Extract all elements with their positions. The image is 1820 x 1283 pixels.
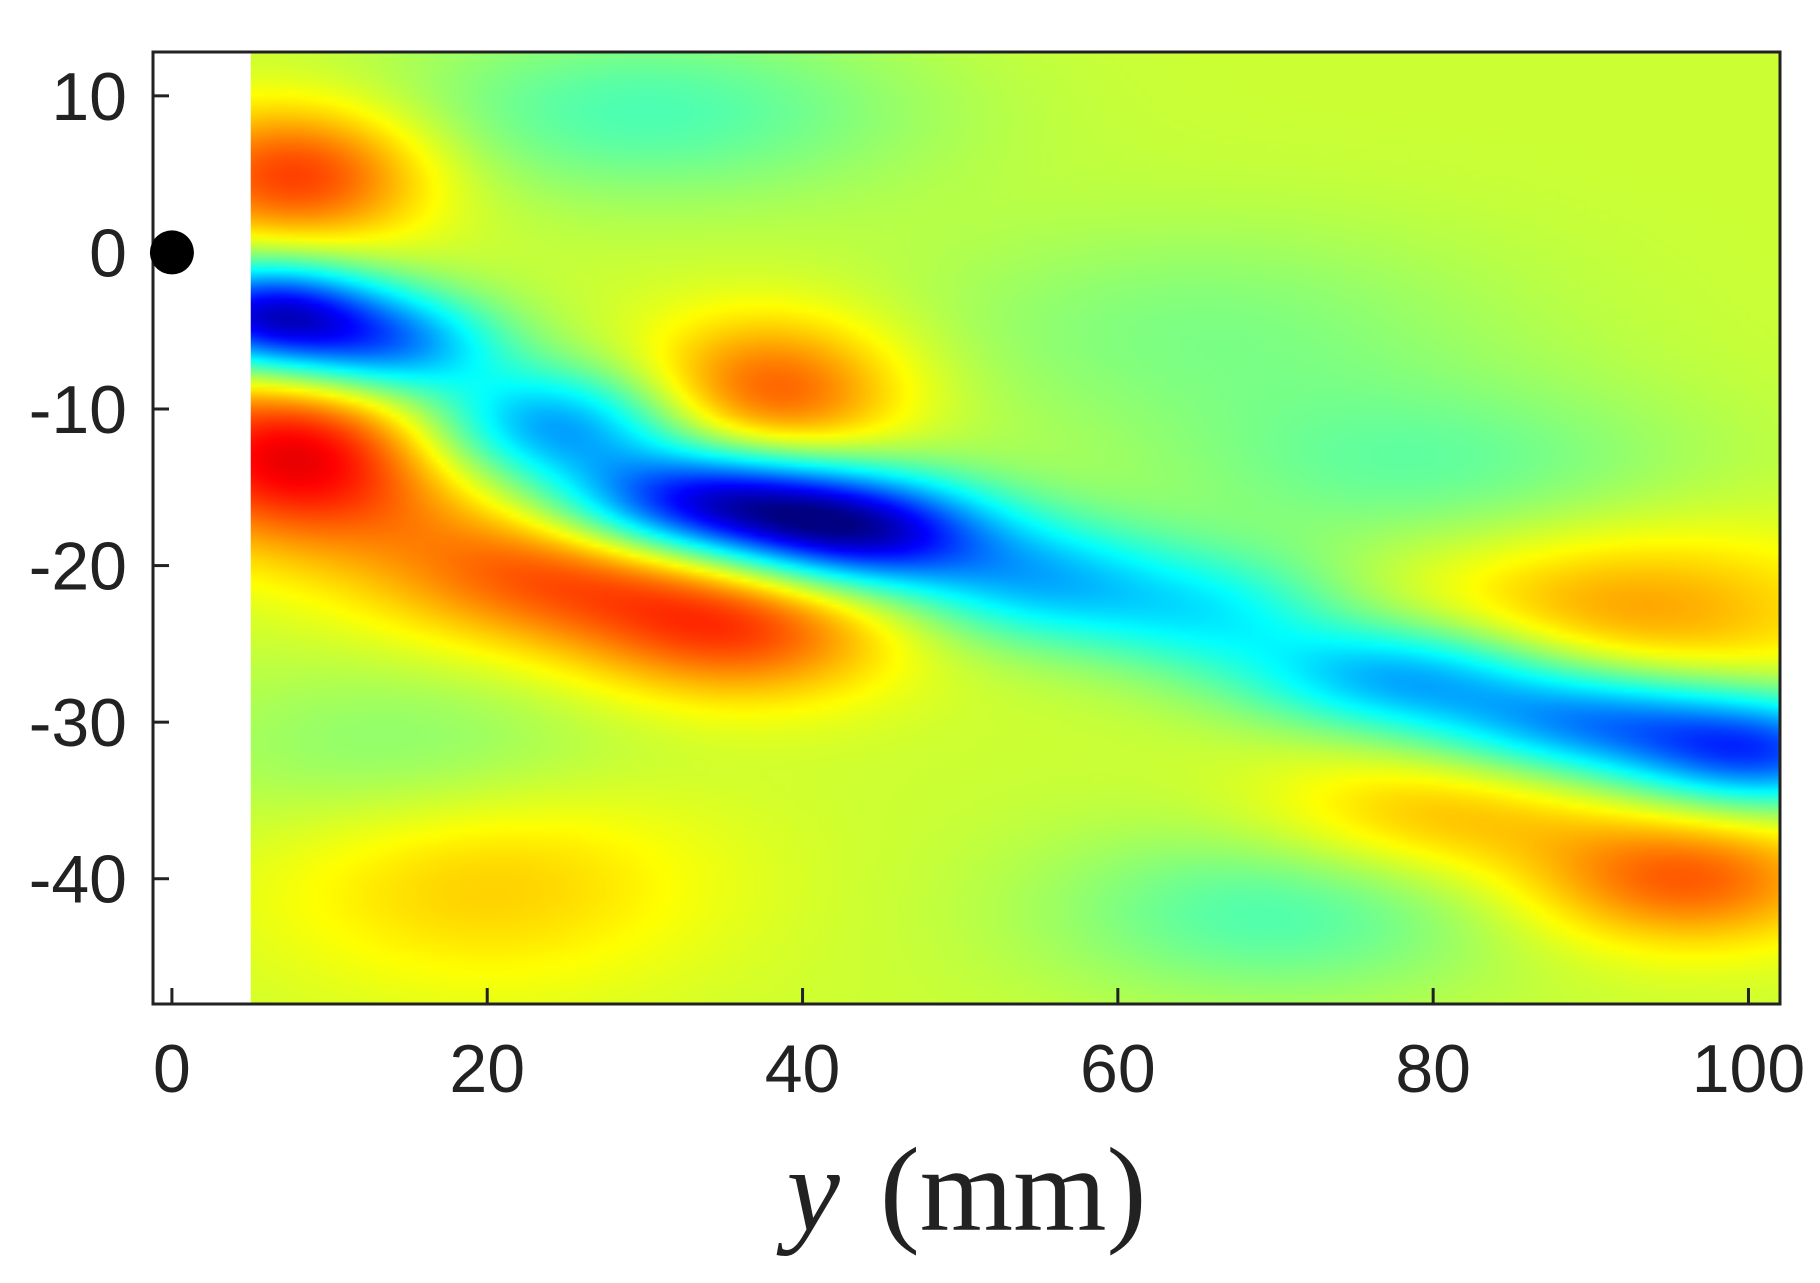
y-tick-label: -10 bbox=[29, 372, 127, 448]
y-tick-label: -20 bbox=[29, 529, 127, 605]
x-tick-label: 0 bbox=[153, 1031, 191, 1107]
x-tick-label: 80 bbox=[1395, 1031, 1471, 1107]
heatmap-field bbox=[250, 52, 1781, 1004]
y-tick-label: -40 bbox=[29, 842, 127, 918]
y-tick-label: 10 bbox=[51, 59, 127, 135]
y-tick-label: 0 bbox=[89, 215, 127, 291]
x-tick-label: 20 bbox=[449, 1031, 525, 1107]
x-axis-variable: y bbox=[776, 1123, 841, 1256]
x-tick-label: 40 bbox=[765, 1031, 841, 1107]
x-tick-label: 60 bbox=[1080, 1031, 1156, 1107]
x-axis-ticks: 0 20 40 60 80 100 bbox=[153, 988, 1805, 1107]
x-axis-unit: (mm) bbox=[880, 1123, 1147, 1256]
plot-frame bbox=[151, 50, 1782, 1006]
y-tick-label: -30 bbox=[29, 685, 127, 761]
y-axis-ticks: 10 0 -10 -20 -30 -40 bbox=[29, 59, 169, 918]
x-tick-label: 100 bbox=[1692, 1031, 1805, 1107]
origin-marker bbox=[149, 230, 194, 275]
x-axis-title: y (mm) bbox=[776, 1123, 1147, 1256]
